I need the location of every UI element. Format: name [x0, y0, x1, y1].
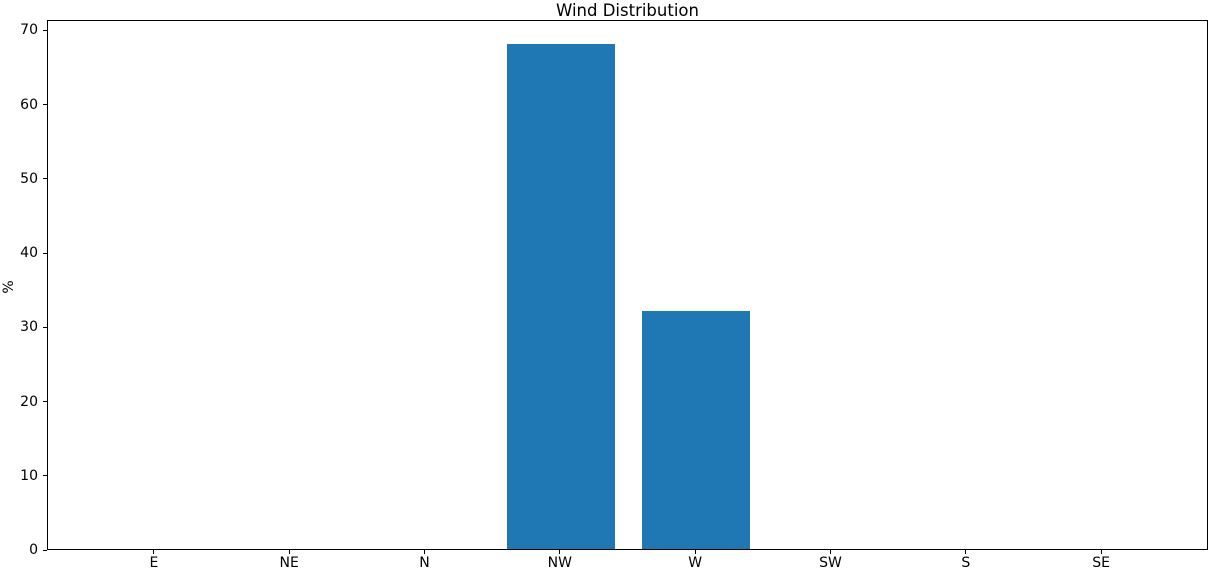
x-tick-label: N — [419, 555, 430, 571]
x-tick-label: W — [688, 555, 703, 571]
x-tick-label: S — [961, 555, 971, 571]
x-tick-mark — [153, 550, 155, 554]
y-tick-label: 50 — [20, 170, 38, 187]
bar-NW — [506, 44, 615, 549]
x-tick-mark — [559, 550, 561, 554]
x-tick-mark — [829, 550, 831, 554]
y-tick-label: 10 — [20, 467, 38, 484]
x-tick-label: SW — [819, 555, 842, 571]
bar-W — [642, 311, 751, 549]
y-tick-label: 20 — [20, 393, 38, 410]
y-tick-label: 30 — [20, 319, 38, 336]
x-tick-label: SE — [1092, 555, 1110, 571]
y-axis-label: % — [1, 280, 17, 294]
y-tick-label: 40 — [20, 245, 38, 262]
x-tick-mark — [694, 550, 696, 554]
x-tick-mark — [288, 550, 290, 554]
x-tick-label: NE — [279, 555, 299, 571]
x-tick-label: NW — [547, 555, 572, 571]
x-tick-mark — [1100, 550, 1102, 554]
x-tick-label: E — [149, 555, 159, 571]
plot-area — [47, 20, 1208, 550]
chart-title: Wind Distribution — [556, 1, 699, 20]
x-tick-mark — [965, 550, 967, 554]
y-tick-label: 60 — [20, 96, 38, 113]
y-tick-label: 0 — [29, 542, 38, 558]
x-tick-mark — [424, 550, 426, 554]
y-tick-label: 70 — [20, 22, 38, 39]
